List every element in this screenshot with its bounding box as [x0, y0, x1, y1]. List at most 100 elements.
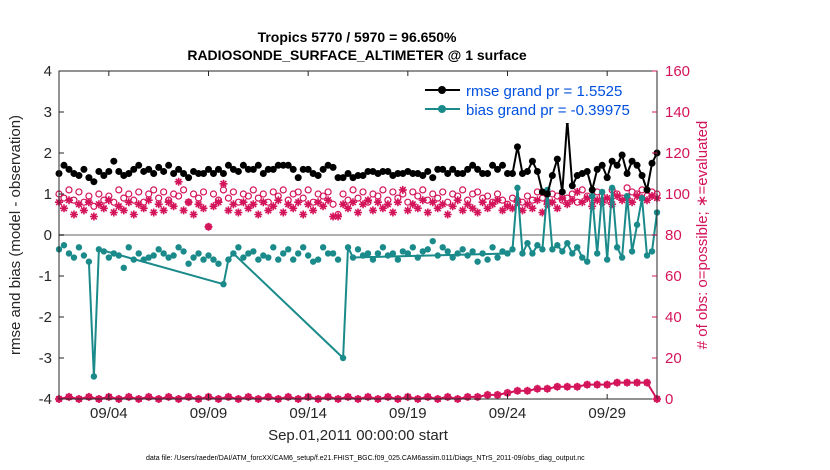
rmse-point	[354, 172, 362, 180]
obs-evaluated-point	[543, 200, 552, 209]
obs-possible-point	[349, 186, 357, 194]
rmse-point	[489, 161, 497, 169]
obs-evaluated-point	[154, 200, 163, 209]
bias-point	[205, 252, 212, 259]
rmse-point	[209, 170, 217, 177]
rmse-point	[289, 165, 297, 173]
obs-possible-point	[299, 194, 307, 202]
bias-point	[70, 254, 78, 261]
bias-point	[608, 184, 616, 192]
rmse-point	[643, 186, 651, 194]
obs-possible-point	[259, 190, 267, 198]
obs-evaluated-point	[463, 200, 472, 209]
obs-evaluated-point	[368, 206, 377, 215]
obs-evaluated-point	[448, 202, 457, 211]
obs-evaluated-point	[324, 196, 333, 205]
legend-rmse-marker	[438, 86, 446, 94]
obs-evaluated-point	[453, 196, 462, 205]
obs-evaluated-point	[533, 196, 542, 205]
bias-point	[379, 244, 387, 251]
rmse-point	[513, 143, 521, 151]
rmse-point	[185, 174, 193, 182]
rmse-point	[205, 165, 212, 173]
bias-point	[225, 256, 232, 263]
obs-evaluated-point	[65, 196, 73, 205]
rmse-point	[125, 170, 133, 177]
bias-point	[155, 246, 162, 253]
obs-evaluated-point	[573, 188, 582, 196]
bias-point	[584, 258, 591, 265]
bias-point	[618, 254, 626, 261]
obs-evaluated-point	[269, 202, 278, 211]
count-evaluated-point	[573, 382, 582, 391]
bias-point	[509, 246, 516, 253]
obs-evaluated-point	[199, 204, 208, 213]
bias-point	[235, 244, 242, 251]
rmse-point	[249, 165, 257, 173]
rmse-point	[90, 178, 98, 186]
obs-possible-point	[209, 190, 218, 198]
count-evaluated-point	[224, 392, 233, 401]
rmse-point	[219, 170, 227, 177]
obs-possible-point	[85, 192, 93, 200]
obs-evaluated-point	[309, 206, 318, 215]
x-axis-label: Sep.01,2011 00:00:00 start	[268, 427, 449, 444]
bias-point	[648, 248, 656, 255]
rmse-point	[329, 163, 337, 171]
bias-point	[638, 194, 646, 202]
bias-point	[304, 252, 312, 259]
obs-possible-point	[339, 190, 347, 198]
bias-point	[409, 244, 417, 251]
rmse-point	[523, 167, 531, 175]
count-evaluated-point	[603, 380, 612, 389]
count-evaluated-point	[613, 378, 622, 387]
obs-evaluated-point	[259, 198, 268, 207]
obs-possible-point	[379, 186, 387, 194]
obs-evaluated-point	[528, 204, 537, 213]
bias-point	[220, 281, 227, 288]
rmse-point	[304, 165, 312, 173]
bias-point	[250, 248, 257, 255]
bias-point	[469, 248, 476, 255]
obs-evaluated-point	[224, 206, 233, 215]
rmse-point	[145, 165, 153, 173]
bias-point	[195, 250, 202, 257]
bias-point	[314, 256, 322, 263]
rmse-point	[110, 157, 118, 165]
bias-point	[464, 252, 471, 259]
bias-point	[519, 250, 526, 257]
bias-point	[170, 252, 177, 259]
obs-possible-point	[229, 188, 238, 196]
rmse-point	[344, 170, 352, 177]
obs-evaluated-point	[418, 196, 427, 205]
obs-possible-point	[319, 192, 327, 200]
obs-evaluated-point	[349, 198, 357, 207]
rmse-point	[175, 165, 183, 173]
obs-evaluated-point	[354, 208, 362, 217]
rmse-point	[379, 167, 387, 175]
count-evaluated-point	[543, 384, 552, 393]
rmse-point	[294, 174, 302, 182]
obs-possible-point	[419, 186, 427, 194]
obs-possible-point	[359, 188, 367, 196]
obs-evaluated-point	[413, 204, 422, 213]
bias-point	[290, 256, 297, 263]
bias-point	[160, 250, 167, 257]
x-tick-label: 09/14	[289, 405, 327, 422]
rmse-point	[319, 165, 327, 173]
bias-point	[369, 256, 377, 263]
data-file-footer: data file: /Users/raeder/DAI/ATM_forcXX/…	[146, 455, 585, 462]
count-evaluated-point	[65, 392, 73, 401]
rmse-point	[394, 170, 402, 177]
obs-possible-point	[279, 186, 287, 194]
bias-point	[414, 254, 421, 261]
bias-point	[389, 250, 397, 257]
obs-possible-point	[244, 192, 252, 200]
obs-evaluated-point	[428, 198, 437, 207]
y-right-tick-label: 60	[665, 268, 682, 285]
rmse-point	[613, 161, 621, 169]
obs-evaluated-point	[578, 198, 587, 207]
obs-evaluated-point	[84, 198, 93, 207]
obs-evaluated-point	[593, 196, 602, 205]
obs-evaluated-point	[319, 202, 328, 211]
